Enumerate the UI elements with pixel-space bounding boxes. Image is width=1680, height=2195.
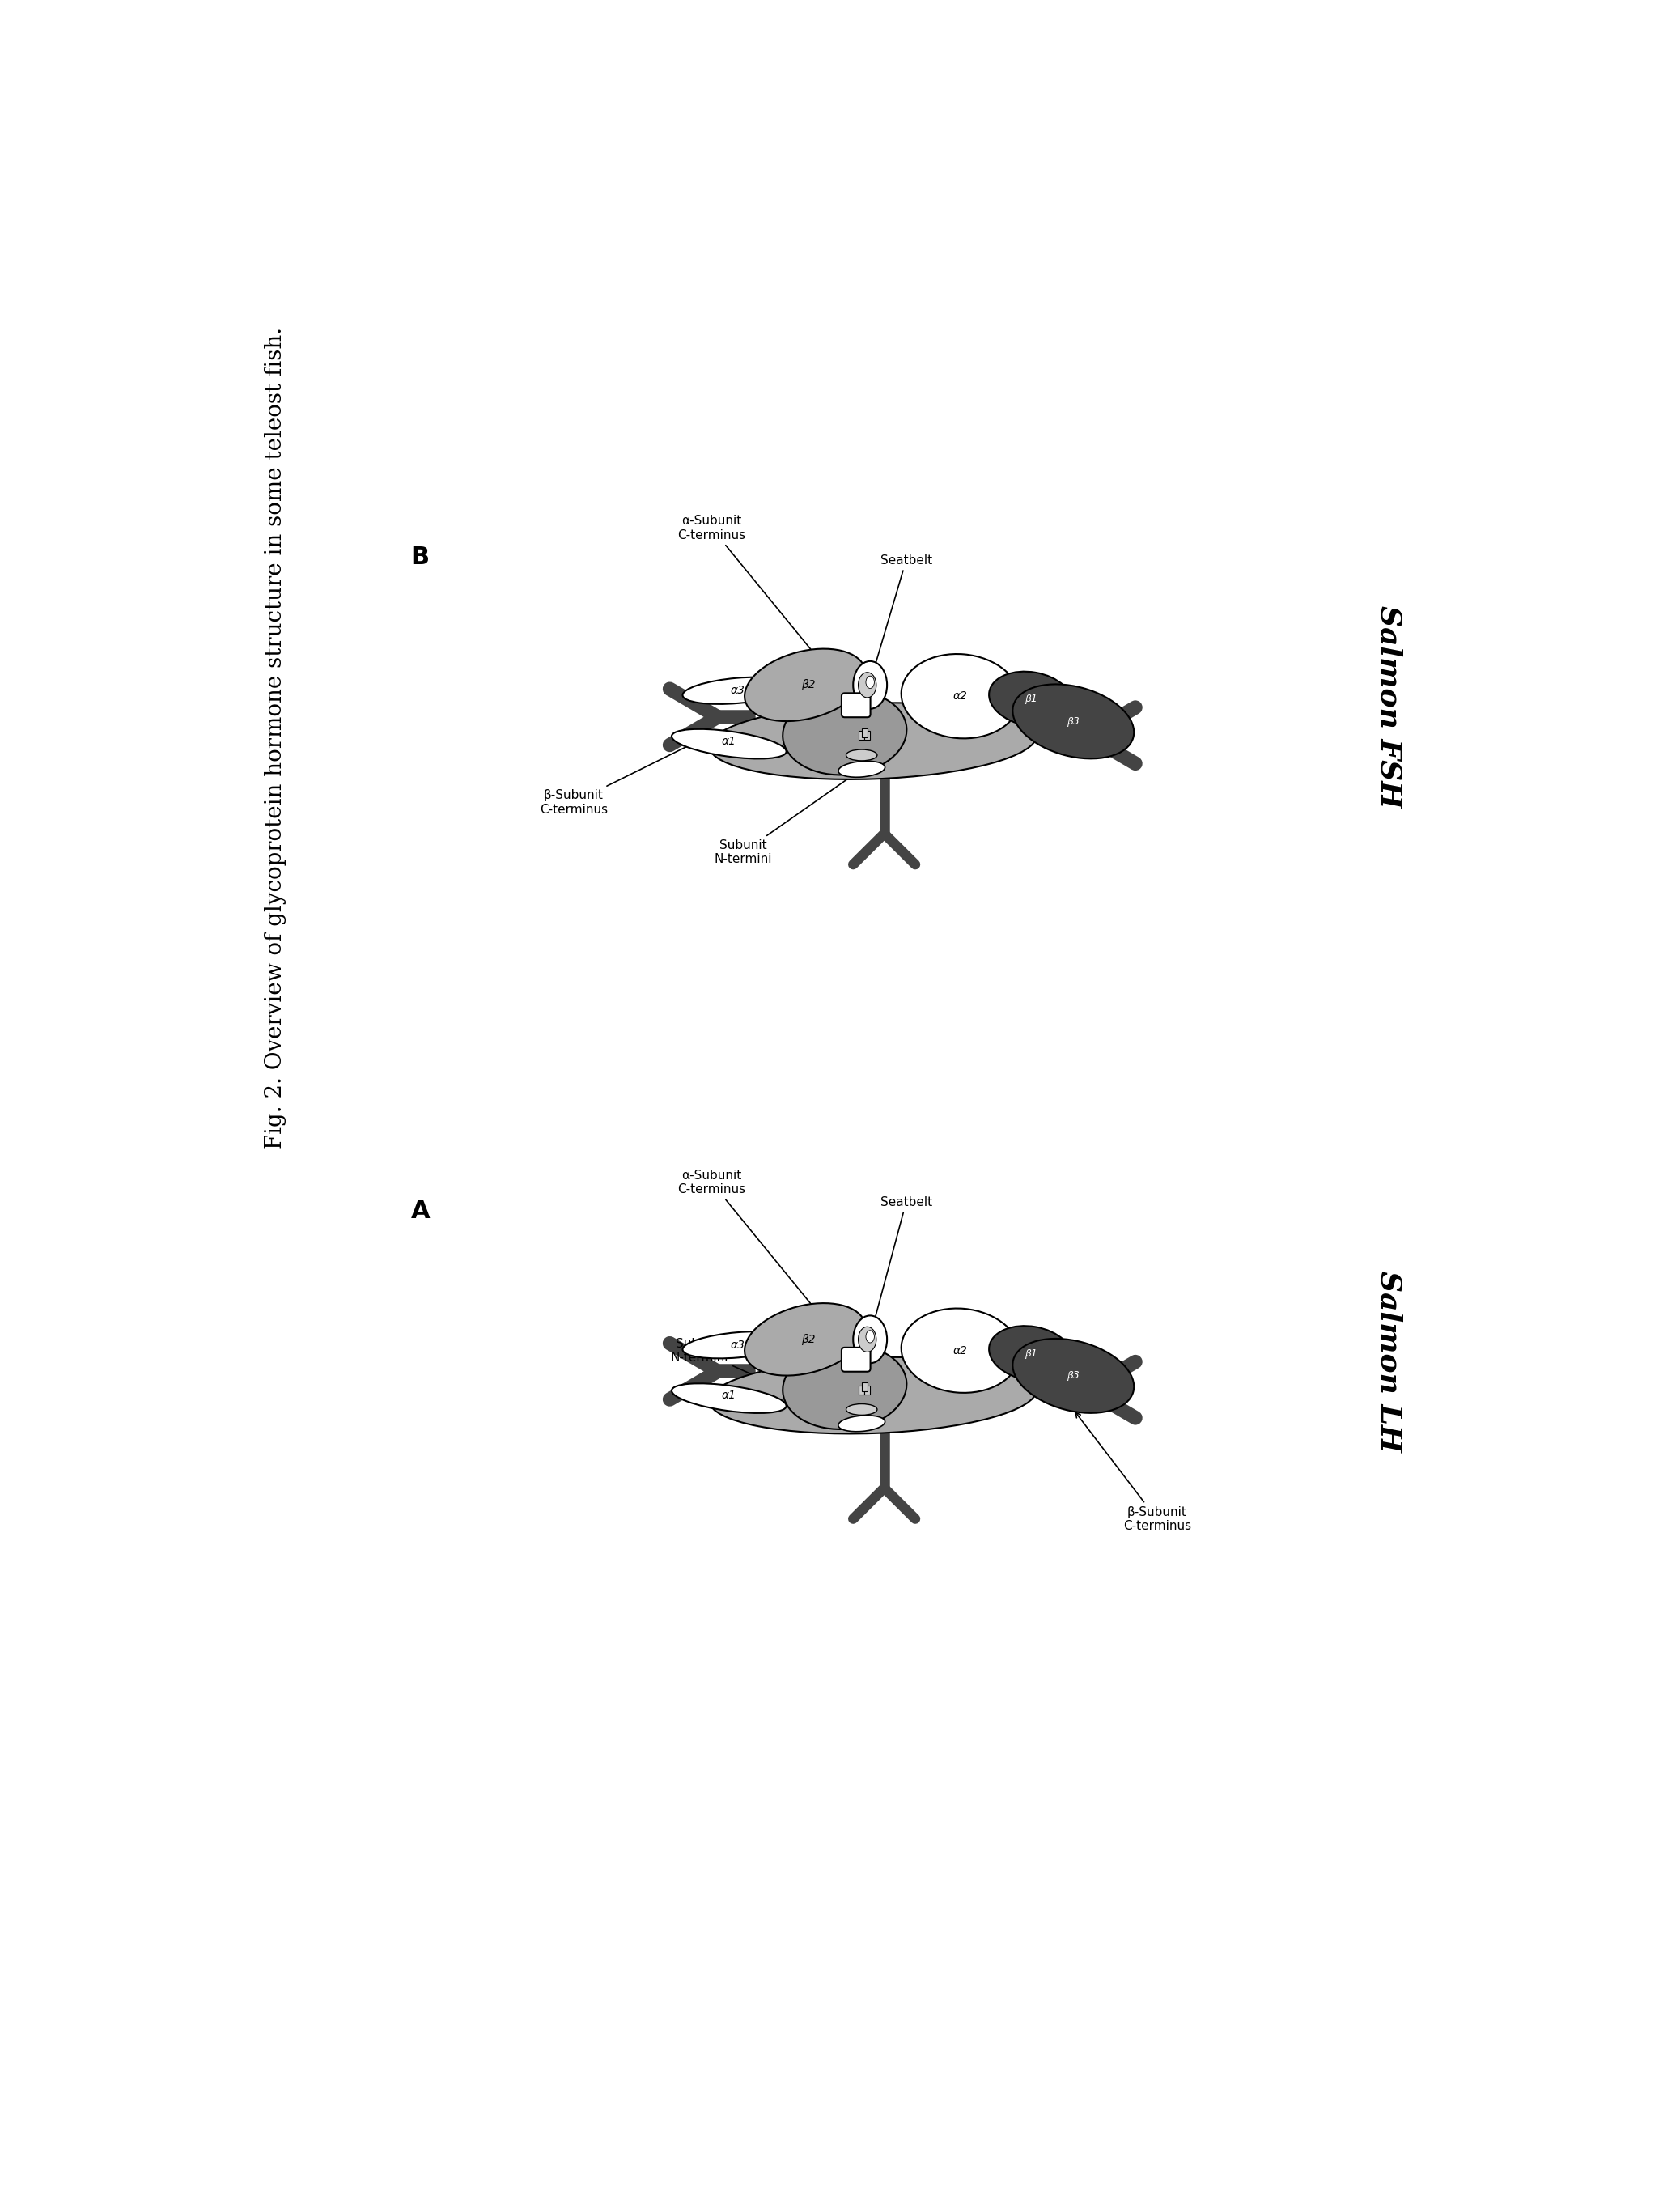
- FancyBboxPatch shape: [842, 1348, 870, 1372]
- Text: α2: α2: [953, 1346, 968, 1357]
- Ellipse shape: [847, 748, 877, 762]
- Ellipse shape: [1013, 1339, 1134, 1414]
- Ellipse shape: [858, 1326, 877, 1352]
- Ellipse shape: [838, 762, 885, 777]
- Ellipse shape: [783, 1346, 907, 1429]
- Ellipse shape: [990, 1326, 1074, 1381]
- Ellipse shape: [682, 678, 793, 705]
- Text: α-Subunit
C-terminus: α-Subunit C-terminus: [677, 516, 853, 702]
- Bar: [865, 1385, 870, 1394]
- Text: Subunit
N-termini: Subunit N-termini: [670, 1337, 858, 1422]
- Bar: [865, 731, 870, 740]
- Bar: [858, 1385, 865, 1394]
- Ellipse shape: [900, 654, 1020, 738]
- Text: β-Subunit
C-terminus: β-Subunit C-terminus: [1075, 1411, 1191, 1532]
- Text: Seatbelt: Seatbelt: [870, 553, 932, 678]
- Ellipse shape: [853, 1315, 887, 1363]
- Bar: [858, 731, 865, 740]
- Text: β1: β1: [1025, 694, 1037, 705]
- Text: α2: α2: [953, 691, 968, 702]
- Text: β1: β1: [1025, 1348, 1037, 1359]
- Ellipse shape: [858, 672, 877, 698]
- Text: β-Subunit
C-terminus: β-Subunit C-terminus: [539, 735, 712, 817]
- Ellipse shape: [853, 661, 887, 709]
- Text: Salmon LH: Salmon LH: [1376, 1271, 1403, 1453]
- Ellipse shape: [865, 1330, 874, 1343]
- Text: B: B: [410, 544, 430, 569]
- Text: β2: β2: [801, 1335, 815, 1346]
- Ellipse shape: [709, 702, 1037, 779]
- Text: β2: β2: [801, 678, 815, 691]
- Ellipse shape: [990, 672, 1074, 727]
- Text: α3: α3: [731, 685, 744, 696]
- Ellipse shape: [847, 1405, 877, 1416]
- Ellipse shape: [900, 1308, 1020, 1394]
- Text: Subunit
N-termini: Subunit N-termini: [714, 770, 858, 865]
- Text: α1: α1: [722, 735, 736, 746]
- Text: Fig. 2. Overview of glycoprotein hormone structure in some teleost fish.: Fig. 2. Overview of glycoprotein hormone…: [265, 327, 287, 1150]
- Text: α-Subunit
C-terminus: α-Subunit C-terminus: [677, 1170, 853, 1357]
- Bar: [862, 1383, 867, 1392]
- Text: Salmon FSH: Salmon FSH: [1376, 606, 1403, 808]
- Ellipse shape: [709, 1357, 1037, 1433]
- Text: Seatbelt: Seatbelt: [870, 1196, 932, 1332]
- Ellipse shape: [672, 729, 786, 759]
- Ellipse shape: [1013, 685, 1134, 759]
- Bar: [862, 729, 867, 738]
- Text: α1: α1: [722, 1389, 736, 1400]
- Ellipse shape: [672, 1383, 786, 1414]
- FancyBboxPatch shape: [842, 694, 870, 718]
- Ellipse shape: [682, 1332, 793, 1359]
- Text: A: A: [410, 1198, 430, 1223]
- Text: β3: β3: [1067, 1370, 1080, 1381]
- Ellipse shape: [744, 650, 865, 722]
- Text: β3: β3: [1067, 716, 1080, 727]
- Ellipse shape: [838, 1416, 885, 1431]
- Ellipse shape: [744, 1304, 865, 1376]
- Ellipse shape: [865, 676, 874, 689]
- Ellipse shape: [783, 691, 907, 775]
- Text: α3: α3: [731, 1339, 744, 1350]
